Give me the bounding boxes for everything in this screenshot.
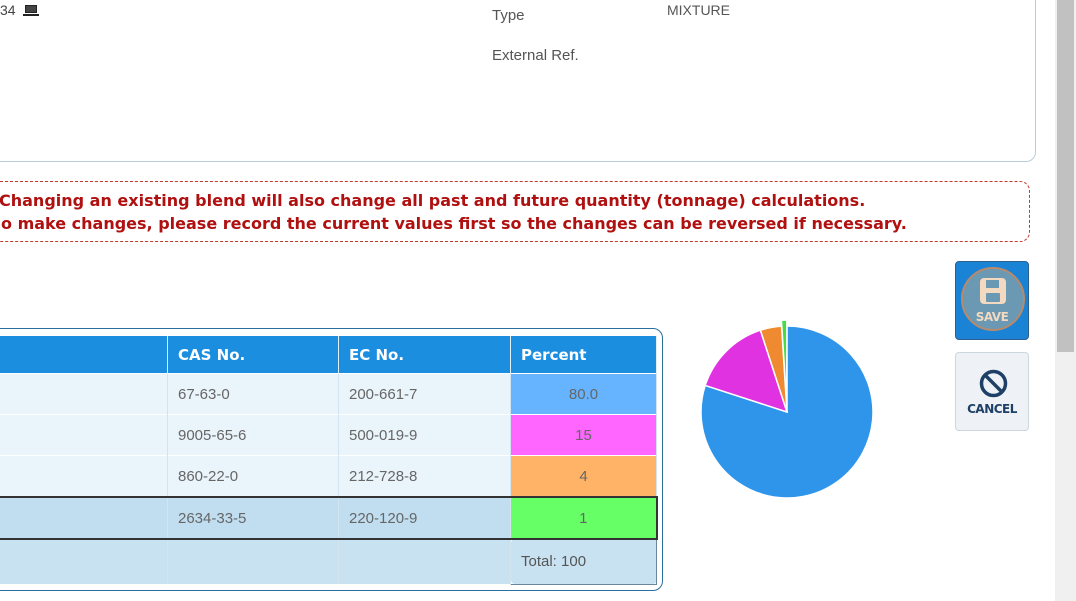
ec-cell[interactable]: 220-120-9	[338, 496, 511, 540]
cas-cell[interactable]: 9005-65-6	[167, 414, 339, 456]
percent-cell[interactable]: 80.0	[510, 373, 657, 415]
type-value: MIXTURE	[667, 2, 730, 18]
pie-slice[interactable]	[780, 319, 788, 407]
cas-cell[interactable]: 860-22-0	[167, 455, 339, 497]
substance-cell[interactable]	[0, 373, 168, 415]
percent-cell[interactable]: 1	[510, 496, 658, 540]
warning-line-1: Changing an existing blend will also cha…	[0, 191, 866, 210]
total-empty-cell	[167, 538, 339, 584]
ec-cell[interactable]: 200-661-7	[338, 373, 511, 415]
cancel-button[interactable]: CANCEL	[955, 352, 1029, 431]
save-label: SAVE	[975, 310, 1009, 324]
ec-cell[interactable]: 500-019-9	[338, 414, 511, 456]
table-row-selected[interactable]: 2634-33-5 220-120-9 1	[0, 496, 658, 540]
substance-cell[interactable]	[0, 455, 168, 497]
total-cell: Total: 100	[510, 538, 657, 585]
header-ec: EC No.	[338, 336, 511, 374]
header-substance	[0, 336, 168, 374]
floppy-disk-icon	[980, 278, 1006, 304]
external-ref-label: External Ref.	[492, 47, 579, 64]
ec-cell[interactable]: 212-728-8	[338, 455, 511, 497]
blend-table: CAS No. EC No. Percent 67-63-0 200-661-7…	[0, 336, 658, 585]
scrollbar-thumb[interactable]	[1057, 0, 1074, 352]
table-total-row: Total: 100	[0, 538, 657, 585]
record-id-text: 34	[0, 2, 16, 18]
header-cas: CAS No.	[167, 336, 339, 374]
blend-change-warning: Changing an existing blend will also cha…	[0, 181, 1030, 242]
blend-table-panel: CAS No. EC No. Percent 67-63-0 200-661-7…	[0, 328, 663, 591]
table-header-row: CAS No. EC No. Percent	[0, 336, 657, 374]
substance-cell[interactable]	[0, 414, 168, 456]
record-info-panel	[0, 0, 1036, 162]
laptop-icon	[23, 5, 40, 16]
warning-line-2: o make changes, please record the curren…	[1, 214, 907, 233]
page-scrollbar[interactable]	[1055, 0, 1076, 601]
record-id: 34	[0, 2, 40, 18]
header-percent: Percent	[510, 336, 657, 374]
percent-cell[interactable]: 4	[510, 455, 657, 497]
table-row[interactable]: 9005-65-6 500-019-9 15	[0, 414, 657, 456]
cancel-label: CANCEL	[967, 402, 1017, 416]
total-empty-cell	[0, 538, 168, 584]
table-row[interactable]: 67-63-0 200-661-7 80.0	[0, 373, 657, 415]
substance-cell[interactable]	[0, 496, 168, 540]
composition-pie-chart	[700, 319, 874, 499]
total-empty-cell	[338, 538, 511, 584]
cas-cell[interactable]: 67-63-0	[167, 373, 339, 415]
type-label: Type	[492, 7, 525, 24]
percent-cell[interactable]: 15	[510, 414, 657, 456]
no-entry-icon	[979, 369, 1008, 398]
save-button[interactable]: SAVE	[955, 261, 1029, 340]
table-row[interactable]: 860-22-0 212-728-8 4	[0, 455, 657, 497]
cas-cell[interactable]: 2634-33-5	[167, 496, 339, 540]
